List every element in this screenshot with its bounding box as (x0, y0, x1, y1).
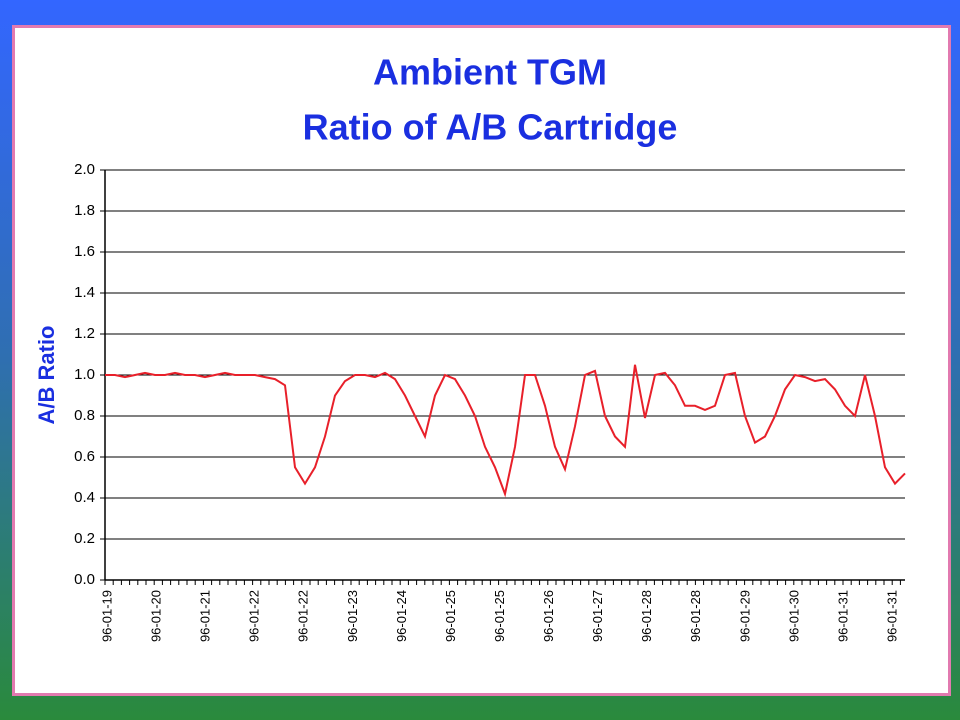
y-tick-label: 2.0 (74, 161, 95, 178)
x-tick-label: 96-01-22 (247, 590, 262, 642)
x-tick-label: 96-01-31 (835, 590, 850, 642)
x-tick-label: 96-01-20 (149, 590, 164, 642)
x-tick-label: 96-01-30 (786, 590, 801, 642)
x-tick-label: 96-01-26 (541, 590, 556, 642)
y-tick-label: 1.6 (74, 243, 95, 260)
x-tick-label: 96-01-21 (198, 590, 213, 642)
chart-title: Ambient TGM (373, 52, 607, 93)
y-tick-label: 0.8 (74, 407, 95, 424)
y-tick-label: 1.8 (74, 202, 95, 219)
y-tick-label: 0.4 (74, 489, 95, 506)
x-tick-label: 96-01-29 (737, 590, 752, 642)
x-tick-label: 96-01-19 (99, 590, 114, 642)
x-tick-label: 96-01-23 (345, 590, 360, 642)
panel (12, 25, 951, 696)
y-tick-label: 0.6 (74, 448, 95, 465)
x-tick-label: 96-01-25 (492, 590, 507, 642)
data-line (105, 364, 906, 498)
chart-subtitle: Ratio of A/B Cartridge (303, 107, 678, 148)
y-tick-label: 1.4 (74, 284, 95, 301)
y-axis-label: A/B Ratio (34, 326, 59, 425)
y-tick-label: 0.2 (74, 530, 95, 547)
y-tick-label: 1.2 (74, 325, 95, 342)
y-tick-label: 0.0 (74, 571, 95, 588)
x-tick-label: 96-01-22 (296, 590, 311, 642)
y-tick-label: 1.0 (74, 366, 95, 383)
x-tick-label: 96-01-31 (884, 590, 899, 642)
x-tick-label: 96-01-25 (443, 590, 458, 642)
x-tick-label: 96-01-24 (394, 590, 409, 642)
x-tick-label: 96-01-28 (688, 590, 703, 642)
x-tick-label: 96-01-27 (590, 590, 605, 642)
x-tick-label: 96-01-28 (639, 590, 654, 642)
